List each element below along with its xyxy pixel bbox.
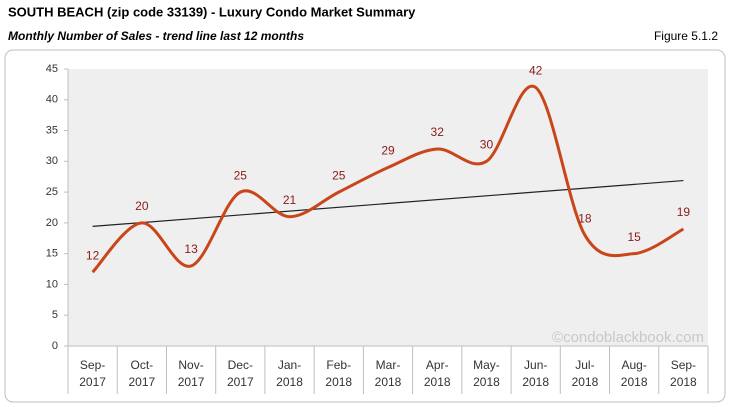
x-tick-label: Jul-2018 [572, 358, 599, 389]
data-label: 25 [332, 168, 346, 182]
x-tick-label: Mar-2018 [375, 358, 402, 389]
x-tick-label: Jan-2018 [276, 358, 303, 389]
x-tick-label: Nov-2017 [178, 358, 205, 389]
data-label: 32 [431, 125, 445, 139]
chart-title: SOUTH BEACH (zip code 33139) - Luxury Co… [8, 4, 416, 19]
chart-subtitle: Monthly Number of Sales - trend line las… [8, 29, 304, 43]
data-label: 29 [381, 144, 395, 158]
data-label: 42 [529, 64, 543, 78]
x-tick-label: Jun-2018 [522, 358, 549, 389]
x-tick-label: Aug-2018 [621, 358, 648, 389]
x-tick-label: Sep-2018 [670, 358, 697, 389]
data-label: 19 [677, 205, 691, 219]
data-label: 18 [578, 211, 592, 225]
x-tick-label: May-2018 [473, 358, 500, 389]
data-label: 20 [135, 199, 149, 213]
x-tick-label: Apr-2018 [424, 358, 451, 389]
y-tick-label: 5 [52, 309, 58, 321]
y-tick-label: 40 [46, 94, 58, 106]
y-tick-label: 30 [46, 155, 58, 167]
trend-line [92, 179, 684, 228]
data-label: 25 [234, 168, 248, 182]
data-label: 13 [184, 242, 198, 256]
data-label: 30 [480, 138, 494, 152]
y-tick-label: 0 [52, 340, 58, 352]
y-tick-label: 10 [46, 278, 58, 290]
sales-line [91, 84, 685, 274]
x-tick-label: Sep-2017 [79, 358, 106, 389]
figure-label: Figure 5.1.2 [654, 29, 718, 43]
y-tick-label: 20 [46, 217, 58, 229]
data-label: 15 [627, 230, 641, 244]
x-tick-label: Oct-2017 [128, 358, 155, 389]
plot-area [68, 69, 708, 346]
y-tick-label: 35 [46, 124, 58, 136]
y-tick-label: 25 [46, 186, 58, 198]
x-tick-label: Dec-2017 [227, 358, 254, 389]
x-tick-label: Feb-2018 [325, 358, 352, 389]
data-label: 21 [283, 193, 297, 207]
data-label: 12 [86, 248, 100, 262]
watermark: ©condoblackbook.com [552, 329, 704, 346]
y-tick-label: 45 [46, 63, 58, 75]
y-tick-label: 15 [46, 248, 58, 260]
